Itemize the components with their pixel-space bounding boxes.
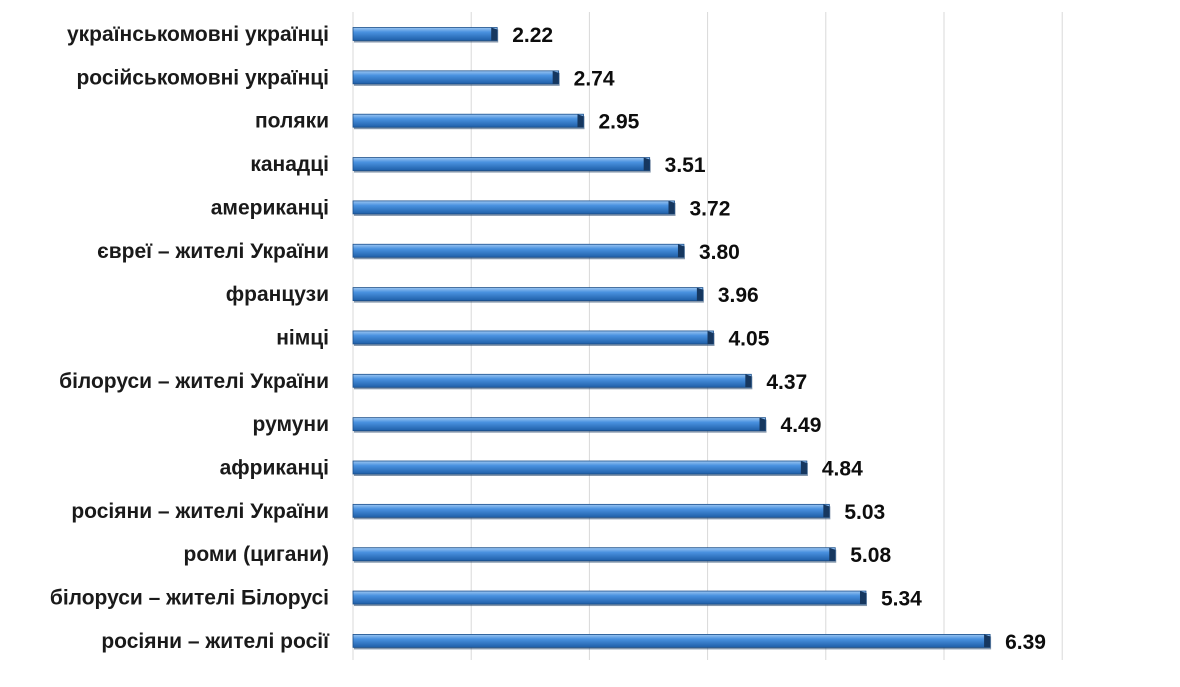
category-label: поляки xyxy=(255,110,329,133)
bar xyxy=(352,70,560,86)
bar-end-cap xyxy=(759,417,766,431)
bar-end-cap xyxy=(823,504,830,518)
bar-end-cap xyxy=(491,27,498,41)
category-label: французи xyxy=(226,283,329,306)
bar xyxy=(352,417,767,433)
bar xyxy=(352,503,831,520)
bar xyxy=(352,330,715,346)
bar-body xyxy=(352,157,651,171)
value-label: 5.08 xyxy=(850,544,891,567)
bar xyxy=(352,590,867,607)
bar-end-cap xyxy=(696,287,703,301)
value-label: 4.37 xyxy=(766,371,807,394)
category-label: росіяни – жителі України xyxy=(71,500,329,523)
bar-end-cap xyxy=(668,200,675,214)
value-label: 5.03 xyxy=(844,501,885,524)
bar xyxy=(352,200,676,216)
bar-body xyxy=(352,547,836,562)
value-label: 3.96 xyxy=(718,284,759,307)
value-label: 2.95 xyxy=(598,111,639,134)
bar xyxy=(352,243,685,260)
category-label: білоруси – жителі Білорусі xyxy=(50,587,329,610)
bar-body xyxy=(352,634,991,648)
bar xyxy=(352,157,651,173)
bar-body xyxy=(352,200,675,215)
bar-end-cap xyxy=(984,634,991,648)
bar-end-cap xyxy=(577,114,584,128)
value-labels: 2.22 2.74 2.95 3.51 3.72 3.80 3.96 4.05 4.37 4.49… xyxy=(512,24,1046,654)
bar xyxy=(352,373,753,390)
category-label: білоруси – жителі України xyxy=(59,370,329,393)
bar-body xyxy=(352,503,830,518)
bar-end-cap xyxy=(745,374,752,388)
bar-body xyxy=(352,70,560,85)
value-label: 2.74 xyxy=(574,67,615,90)
category-label: роми (цигани) xyxy=(184,543,329,566)
category-labels: українськомовні українці російськомовні у… xyxy=(50,23,330,653)
bar-body xyxy=(352,373,752,388)
bar-end-cap xyxy=(552,70,559,84)
value-label: 3.51 xyxy=(665,154,706,177)
bar xyxy=(352,287,704,303)
category-label: канадці xyxy=(250,153,329,176)
bar xyxy=(352,27,499,43)
bar-end-cap xyxy=(800,461,807,474)
bar-body xyxy=(352,330,714,345)
category-label: російськомовні українці xyxy=(76,66,329,89)
bar xyxy=(352,113,585,130)
category-label: африканці xyxy=(220,457,329,480)
value-label: 5.34 xyxy=(881,588,922,611)
bar-body xyxy=(352,590,867,605)
value-label: 4.49 xyxy=(781,414,822,437)
bars xyxy=(352,27,992,650)
bar-body xyxy=(352,460,808,475)
category-label: українськомовні українці xyxy=(67,23,329,46)
bar-end-cap xyxy=(859,591,866,605)
bar-body xyxy=(352,243,685,258)
value-label: 3.72 xyxy=(690,197,731,220)
category-label: росіяни – жителі росії xyxy=(101,630,330,653)
bar-body xyxy=(352,27,498,41)
category-label: румуни xyxy=(253,413,329,436)
bar-body xyxy=(352,113,584,128)
category-label: євреї – жителі України xyxy=(97,240,329,263)
value-label: 6.39 xyxy=(1005,631,1046,654)
category-label: американці xyxy=(211,196,329,219)
bar-end-cap xyxy=(677,244,684,258)
bar xyxy=(352,634,992,650)
category-label: німці xyxy=(276,326,329,349)
bar-end-cap xyxy=(707,330,714,344)
bar xyxy=(352,547,837,563)
value-label: 2.22 xyxy=(512,24,553,47)
value-label: 4.05 xyxy=(729,327,770,350)
bar-body xyxy=(352,417,766,432)
value-label: 3.80 xyxy=(699,241,740,264)
bar-end-cap xyxy=(643,157,650,171)
value-label: 4.84 xyxy=(822,458,863,481)
bar-body xyxy=(352,287,704,302)
bar xyxy=(352,460,808,476)
bar-end-cap xyxy=(829,547,836,561)
